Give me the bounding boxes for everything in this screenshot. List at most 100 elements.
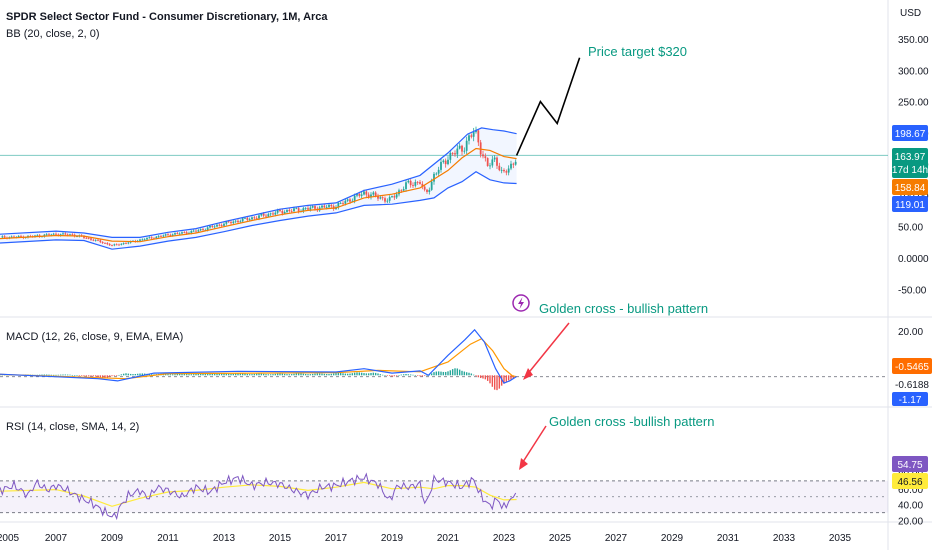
macd-histogram-bar	[279, 373, 281, 376]
candle-body	[512, 163, 515, 165]
candle-body	[456, 148, 459, 155]
macd-histogram-bar	[451, 369, 454, 376]
candle-body	[325, 207, 328, 208]
macd-histogram-bar	[342, 373, 344, 376]
macd-histogram-bar	[113, 375, 116, 376]
macd-histogram-bar	[274, 373, 277, 376]
macd-histogram-bar	[71, 374, 74, 376]
badge-bb-lower: 119.01	[892, 196, 928, 212]
macd-histogram-bar	[0, 374, 1, 376]
macd-histogram-bar	[367, 373, 370, 376]
candle-body	[199, 229, 202, 231]
candle-body	[498, 165, 501, 171]
macd-histogram-bar	[269, 374, 272, 376]
macd-histogram-bar	[57, 374, 60, 376]
candle-body	[258, 215, 260, 219]
candle-body	[101, 242, 104, 243]
candle-body	[374, 192, 377, 197]
macd-histogram-bar	[62, 374, 64, 376]
candle-body	[489, 165, 491, 167]
macd-histogram-bar	[393, 375, 396, 377]
macd-histogram-bar	[402, 374, 405, 376]
macd-histogram-bar	[332, 373, 335, 376]
macd-histogram-bar	[458, 369, 461, 376]
candle-body	[162, 235, 165, 237]
time-tick-label: 2015	[269, 533, 292, 544]
candle-body	[223, 223, 225, 226]
candle-body	[279, 209, 281, 212]
macd-histogram-bar	[489, 375, 491, 384]
macd-histogram-bar	[258, 373, 260, 376]
candle-body	[328, 204, 330, 208]
candle-body	[36, 235, 39, 237]
bb-upper-line	[0, 127, 517, 238]
projection-line	[515, 57, 581, 156]
candle-body	[188, 232, 190, 234]
macd-histogram-bar	[45, 374, 48, 376]
macd-histogram-bar	[227, 373, 230, 376]
candle-body	[421, 183, 424, 187]
candle-body	[66, 234, 69, 236]
time-tick-label: 2035	[829, 533, 852, 544]
candle-body	[267, 214, 270, 217]
candle-body	[64, 233, 67, 235]
macd-histogram-bar	[234, 373, 237, 376]
candle-body	[423, 186, 426, 190]
macd-histogram-bar	[297, 373, 300, 376]
macd-histogram-bar	[150, 374, 153, 376]
lightning-icon[interactable]	[512, 294, 530, 312]
candle-body	[139, 239, 141, 241]
macd-histogram-bar	[423, 375, 426, 376]
candle-body	[477, 130, 480, 143]
candle-body	[444, 160, 447, 165]
bb-legend: BB (20, close, 2, 0)	[6, 28, 100, 40]
candle-body	[297, 208, 300, 212]
macd-histogram-bar	[440, 371, 442, 376]
macd-histogram-bar	[330, 373, 333, 376]
candle-body	[393, 196, 396, 198]
macd-histogram-bar	[230, 373, 232, 376]
candle-body	[304, 208, 307, 209]
candle-body	[295, 208, 298, 210]
candle-body	[174, 233, 176, 235]
candle-body	[160, 236, 162, 237]
macd-histogram-bar	[286, 374, 288, 376]
candle-body	[493, 157, 496, 160]
macd-histogram-bar	[484, 375, 487, 380]
macd-histogram-bar	[52, 374, 55, 376]
badge-signal: -0.6188	[895, 380, 929, 391]
macd-histogram-bar	[55, 374, 57, 376]
candle-body	[281, 211, 284, 214]
candle-body	[419, 182, 421, 184]
candle-body	[349, 199, 351, 202]
candle-body	[496, 157, 498, 166]
candle-body	[176, 233, 179, 234]
candle-body	[143, 239, 146, 241]
macd-histogram-bar	[470, 373, 473, 376]
candle-body	[395, 194, 398, 198]
macd-histogram-bar	[262, 373, 265, 376]
candle-body	[365, 191, 368, 195]
macd-histogram-bar	[178, 373, 181, 376]
time-tick-label: 2017	[325, 533, 348, 544]
macd-histogram-bar	[64, 374, 67, 376]
macd-histogram-bar	[248, 374, 251, 376]
time-tick-label: 2029	[661, 533, 684, 544]
candle-body	[407, 180, 410, 183]
macd-histogram-bar	[143, 373, 146, 376]
candle-body	[360, 194, 363, 196]
macd-histogram-bar	[101, 375, 104, 378]
time-tick-label: 2027	[605, 533, 628, 544]
macd-histogram-bar	[323, 373, 326, 376]
macd-histogram-bar	[365, 373, 368, 376]
macd-histogram-bar	[209, 373, 211, 376]
badge-bb-upper: 198.67	[892, 125, 928, 141]
price-axis-ticks: 350.00300.00250.00200.00150.00100.0050.0…	[898, 35, 929, 528]
candle-body	[377, 196, 379, 199]
candle-body	[13, 236, 15, 238]
candle-body	[157, 236, 160, 237]
candle-body	[104, 242, 106, 244]
macd-histogram-bar	[43, 374, 46, 376]
macd-histogram-bar	[134, 373, 137, 376]
